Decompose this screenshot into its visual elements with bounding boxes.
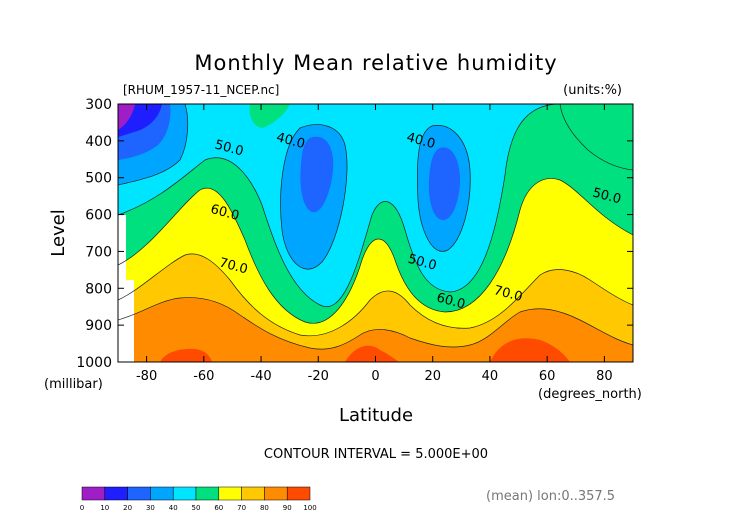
colorbar-swatch bbox=[104, 486, 128, 501]
contour-line-5 bbox=[280, 124, 348, 270]
colorbar-tick-label: 80 bbox=[260, 504, 269, 512]
x-tick-label: 80 bbox=[596, 369, 613, 384]
x-axis-unit: (degrees_north) bbox=[538, 387, 642, 402]
x-tick-label: 0 bbox=[371, 369, 379, 384]
colorbar-swatch bbox=[127, 486, 151, 501]
contour-interval-text: CONTOUR INTERVAL = 5.000E+00 bbox=[264, 447, 488, 462]
x-axis-label: Latitude bbox=[339, 405, 413, 426]
contour-label: 50.0 bbox=[213, 138, 245, 160]
contour-line-6 bbox=[416, 125, 471, 252]
colorbar-swatch bbox=[264, 486, 288, 501]
colorbar-swatch bbox=[81, 486, 106, 501]
chart-title: Monthly Mean relative humidity bbox=[194, 51, 557, 75]
units-label: (units:%) bbox=[563, 83, 622, 98]
contour-label: 70.0 bbox=[217, 255, 249, 277]
y-axis-unit: (millibar) bbox=[44, 377, 103, 392]
band-20-30-sh-sub bbox=[300, 136, 334, 213]
colorbar-swatch bbox=[195, 486, 220, 501]
band-90-100-b bbox=[345, 345, 400, 362]
contour-line-7 bbox=[118, 104, 189, 186]
colorbar-swatch bbox=[218, 486, 242, 501]
contour-line-2 bbox=[118, 178, 633, 324]
x-tick-label: 20 bbox=[424, 369, 441, 384]
band-20-30-nh-sub bbox=[428, 147, 460, 221]
y-axis-ticks: 300 400 500 600 700 800 900 1000 bbox=[76, 97, 633, 371]
x-tick-label: -40 bbox=[250, 369, 271, 384]
contour-line-4 bbox=[118, 297, 633, 350]
colorbar-swatch bbox=[286, 486, 311, 501]
contour-label: 50.0 bbox=[406, 252, 438, 274]
footer-mean-lon: (mean) lon:0..357.5 bbox=[486, 489, 615, 504]
contour-line-1 bbox=[118, 104, 561, 308]
contour-label: 40.0 bbox=[405, 130, 437, 152]
band-0-10-south bbox=[118, 104, 135, 130]
band-50-60-top-left bbox=[249, 104, 290, 128]
x-tick-label: -60 bbox=[193, 369, 214, 384]
colorbar-tick-label: 70 bbox=[237, 504, 246, 512]
contour-lines bbox=[118, 104, 633, 350]
y-tick-label: 1000 bbox=[76, 355, 112, 371]
colorbar-tick-label: 40 bbox=[169, 504, 178, 512]
contour-labels: 40.0 40.0 50.0 50.0 60.0 60.0 50.0 70.0 70.0 bbox=[209, 130, 623, 312]
colorbar-tick-label: 0 bbox=[80, 504, 84, 512]
band-90-100-c bbox=[490, 338, 570, 362]
contour-label: 40.0 bbox=[275, 130, 307, 152]
x-tick-label: 40 bbox=[482, 369, 499, 384]
contour-line-8 bbox=[559, 104, 633, 171]
x-tick-label: -20 bbox=[308, 369, 329, 384]
missing-data-mask-2 bbox=[126, 280, 134, 362]
x-axis-ticks: -80 -60 -40 -20 0 20 40 60 80 bbox=[136, 104, 613, 384]
contour-label: 50.0 bbox=[591, 185, 623, 207]
colorbar-tick-label: 100 bbox=[303, 504, 316, 512]
contour-fill bbox=[118, 104, 633, 362]
colorbar-swatch bbox=[241, 486, 265, 501]
x-tick-label: 60 bbox=[539, 369, 556, 384]
y-tick-label: 900 bbox=[85, 318, 112, 334]
file-label: [RHUM_1957-11_NCEP.nc] bbox=[123, 83, 279, 97]
y-tick-label: 300 bbox=[85, 97, 112, 113]
colorbar: 0 10 20 30 40 50 60 70 80 90 100 bbox=[80, 486, 317, 512]
y-tick-label: 800 bbox=[85, 281, 112, 297]
colorbar-tick-label: 30 bbox=[146, 504, 155, 512]
colorbar-tick-label: 60 bbox=[214, 504, 223, 512]
y-axis-label: Level bbox=[48, 209, 69, 257]
contour-line-3 bbox=[118, 253, 633, 337]
y-tick-label: 500 bbox=[85, 171, 112, 187]
contour-label: 60.0 bbox=[435, 290, 467, 312]
colorbar-swatch bbox=[172, 486, 197, 501]
colorbar-tick-label: 50 bbox=[192, 504, 201, 512]
band-90-100-a bbox=[160, 348, 212, 362]
y-tick-label: 400 bbox=[85, 134, 112, 150]
colorbar-tick-label: 90 bbox=[283, 504, 292, 512]
y-tick-label: 600 bbox=[85, 208, 112, 224]
colorbar-swatch bbox=[150, 486, 174, 501]
y-tick-label: 700 bbox=[85, 244, 112, 260]
colorbar-tick-label: 20 bbox=[123, 504, 132, 512]
contour-label: 70.0 bbox=[492, 283, 524, 305]
colorbar-tick-label: 10 bbox=[100, 504, 109, 512]
x-tick-label: -80 bbox=[136, 369, 157, 384]
contour-label: 60.0 bbox=[209, 202, 241, 224]
